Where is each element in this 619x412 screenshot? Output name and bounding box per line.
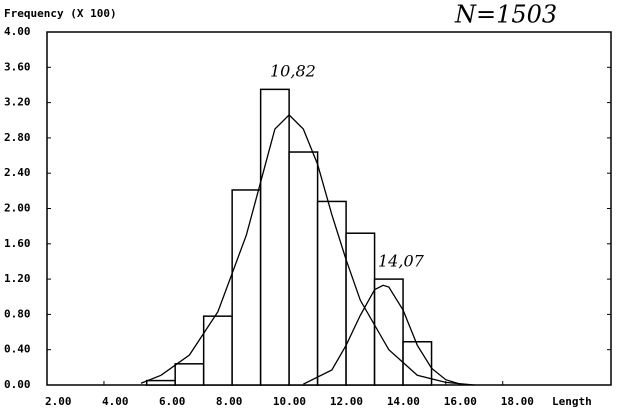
x-tick-label: 8.00 xyxy=(216,395,243,408)
bar xyxy=(145,379,176,386)
y-tick-label: 3.60 xyxy=(4,60,31,73)
x-tick-label: 14.00 xyxy=(387,395,420,408)
bar xyxy=(345,232,376,386)
y-axis-label: Frequency (X 100) xyxy=(4,7,117,20)
fit-curve xyxy=(140,114,475,386)
bar xyxy=(259,88,290,386)
y-tick-label: 2.80 xyxy=(4,131,31,144)
bar xyxy=(202,315,233,386)
bar xyxy=(231,189,262,386)
y-tick-label: 2.00 xyxy=(4,202,31,215)
bar xyxy=(402,341,433,386)
annotation: N=1503 xyxy=(454,1,557,29)
bar xyxy=(288,151,319,386)
annotation: 14,07 xyxy=(378,252,425,271)
y-tick-label: 2.40 xyxy=(4,166,31,179)
fit-curve xyxy=(303,284,461,385)
x-tick-label: 18.00 xyxy=(501,395,534,408)
x-axis-label: Length xyxy=(552,395,592,408)
y-tick-label: 1.60 xyxy=(4,237,31,250)
y-tick-label: 0.00 xyxy=(4,378,31,391)
x-tick-label: 12.00 xyxy=(330,395,363,408)
y-tick-label: 0.40 xyxy=(4,343,31,356)
x-tick-label: 16.00 xyxy=(444,395,477,408)
y-tick-label: 4.00 xyxy=(4,25,31,38)
bar xyxy=(174,363,205,386)
y-tick-label: 1.20 xyxy=(4,272,31,285)
x-tick-label: 2.00 xyxy=(45,395,72,408)
annotation: 10,82 xyxy=(270,62,316,81)
x-tick-label: 4.00 xyxy=(102,395,129,408)
bar xyxy=(316,200,347,386)
x-tick-label: 6.00 xyxy=(159,395,186,408)
y-tick-label: 0.80 xyxy=(4,307,31,320)
x-tick-label: 10.00 xyxy=(273,395,306,408)
y-tick-label: 3.20 xyxy=(4,96,31,109)
